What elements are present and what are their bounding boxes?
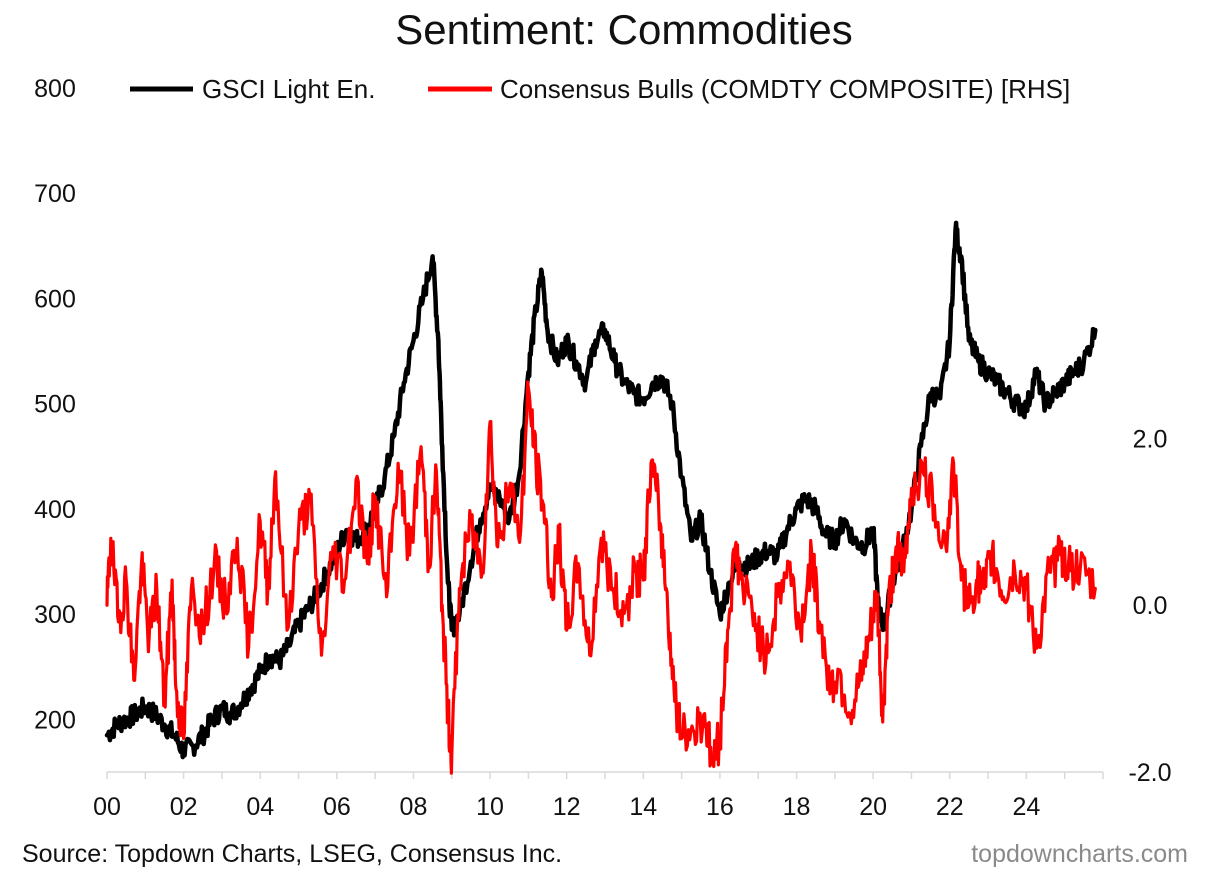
x-axis: 00 02 04 06 08 10 12 14 16 18 20 22 24 — [93, 771, 1104, 821]
brand-watermark: topdowncharts.com — [971, 840, 1188, 868]
y-left-tick-label: 500 — [34, 391, 76, 419]
legend-label-gsci: GSCI Light En. — [202, 74, 375, 104]
legend-label-consensus-bulls: Consensus Bulls (COMDTY COMPOSITE) [RHS] — [500, 74, 1070, 104]
series-line-consensus-bulls — [105, 380, 1097, 775]
y-right-tick-label: -2.0 — [1128, 759, 1171, 787]
x-tick-label: 18 — [783, 793, 811, 821]
x-tick-label: 08 — [400, 793, 428, 821]
y-left-tick-label: 400 — [34, 496, 76, 524]
series-line-gsci — [104, 220, 1098, 760]
plot-area — [104, 220, 1098, 775]
x-tick-label: 00 — [93, 793, 121, 821]
x-tick-label: 06 — [323, 793, 351, 821]
y-right-tick-label: 2.0 — [1133, 425, 1168, 453]
y-left-tick-label: 200 — [34, 706, 76, 734]
y-left-tick-label: 600 — [34, 285, 76, 313]
x-tick-label: 16 — [706, 793, 734, 821]
source-note: Source: Topdown Charts, LSEG, Consensus … — [22, 840, 562, 868]
x-tick-label: 24 — [1012, 793, 1040, 821]
legend: GSCI Light En. Consensus Bulls (COMDTY C… — [130, 74, 1070, 104]
x-tick-label: 02 — [170, 793, 198, 821]
y-left-tick-label: 800 — [34, 75, 76, 103]
chart-title: Sentiment: Commodities — [395, 6, 853, 53]
x-tick-label: 10 — [476, 793, 504, 821]
y-left-tick-label: 700 — [34, 180, 76, 208]
x-tick-label: 20 — [859, 793, 887, 821]
y-axis-right: -2.0 0.0 2.0 — [1128, 425, 1171, 787]
y-right-tick-label: 0.0 — [1133, 592, 1168, 620]
y-left-tick-label: 300 — [34, 601, 76, 629]
x-tick-label: 04 — [246, 793, 274, 821]
y-axis-left: 200 300 400 500 600 700 800 — [34, 75, 76, 734]
x-tick-label: 12 — [553, 793, 581, 821]
x-tick-label: 14 — [629, 793, 657, 821]
x-tick-label: 22 — [936, 793, 964, 821]
